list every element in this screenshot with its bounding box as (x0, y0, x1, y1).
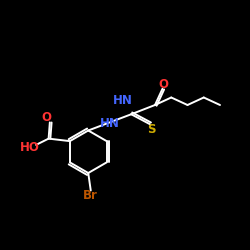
Text: HN: HN (113, 94, 133, 106)
Text: HN: HN (100, 117, 120, 130)
Text: O: O (41, 112, 51, 124)
Text: O: O (159, 78, 169, 92)
Text: S: S (147, 123, 156, 136)
Text: Br: Br (83, 189, 98, 202)
Text: HO: HO (20, 141, 40, 154)
